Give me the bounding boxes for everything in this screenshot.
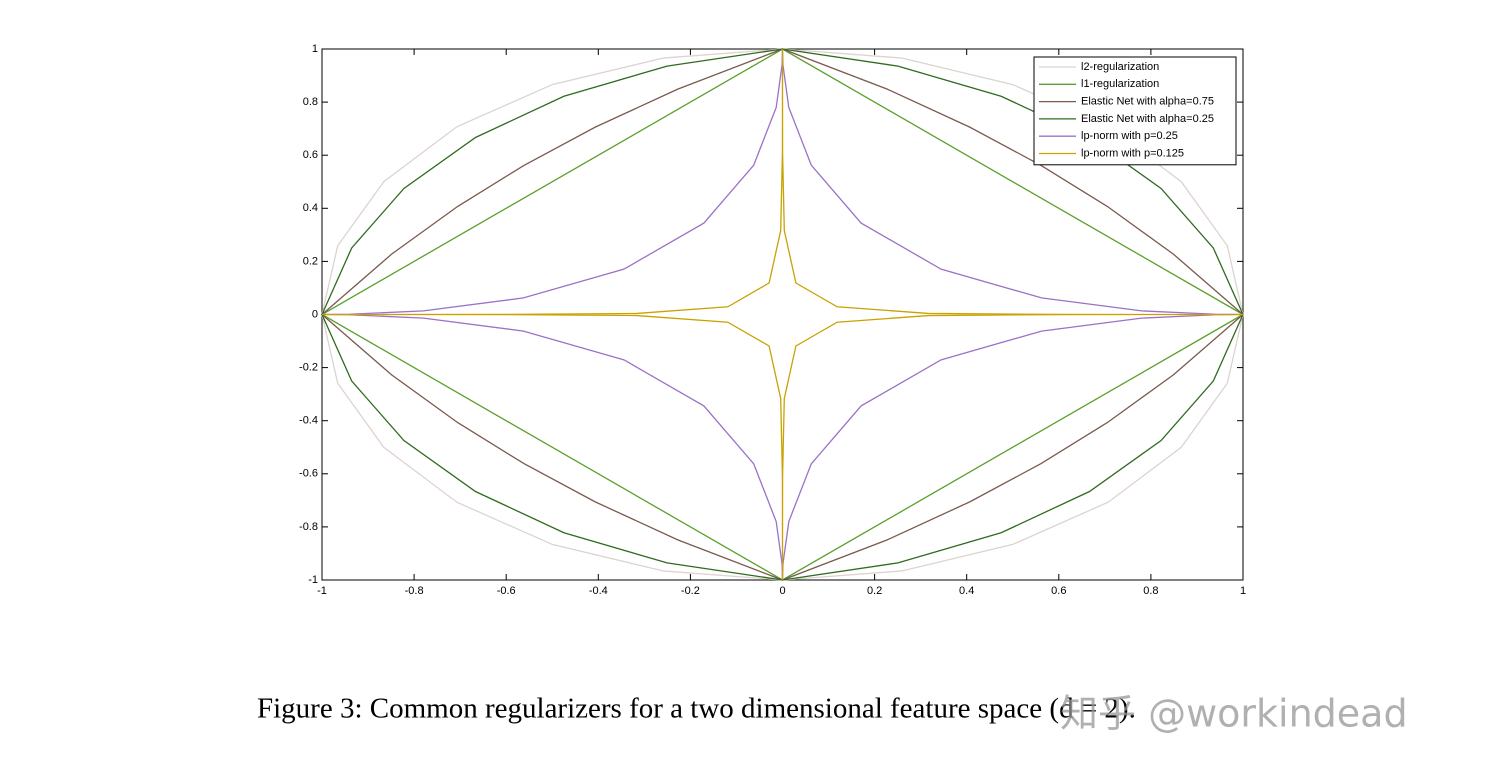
watermark: 知乎 @workindead <box>1060 692 1408 736</box>
x-tick-label: 0.4 <box>959 585 974 597</box>
series-line <box>322 49 1243 580</box>
legend-label: l1-regularization <box>1081 78 1159 90</box>
y-tick-label: -0.2 <box>299 362 318 374</box>
x-tick-label: -0.2 <box>681 585 700 597</box>
y-tick-label: 0.2 <box>303 255 318 267</box>
y-tick-label: 0.6 <box>303 149 318 161</box>
x-tick-label: -1 <box>317 585 327 597</box>
x-tick-label: 0 <box>779 585 785 597</box>
legend: l2-regularization l1-regularization Elasti… <box>1033 56 1237 166</box>
legend-label: Elastic Net with alpha=0.75 <box>1081 96 1214 108</box>
legend-label: lp-norm with p=0.125 <box>1081 147 1184 159</box>
x-tick-label: 0.6 <box>1051 585 1066 597</box>
y-tick-label: 0 <box>312 308 318 320</box>
y-tick-label: -1 <box>308 574 318 586</box>
x-tick-label: 0.2 <box>867 585 882 597</box>
y-tick-label: 0.4 <box>303 202 318 214</box>
y-tick-label: 0.8 <box>303 96 318 108</box>
legend-label: lp-norm with p=0.25 <box>1081 130 1178 142</box>
y-tick-label: -0.6 <box>299 468 318 480</box>
legend-box <box>1033 56 1237 166</box>
x-tick-label: -0.4 <box>589 585 608 597</box>
caption: Figure 3: Common regularizers for a two … <box>257 693 1136 725</box>
x-tick-label: 1 <box>1240 585 1246 597</box>
y-tick-label: -0.8 <box>299 521 318 533</box>
x-tick-label: -0.8 <box>405 585 424 597</box>
y-tick-label: 1 <box>312 43 318 55</box>
legend-label: Elastic Net with alpha=0.25 <box>1081 113 1214 125</box>
y-tick-label: -0.4 <box>299 415 318 427</box>
x-tick-label: -0.6 <box>497 585 516 597</box>
x-tick-label: 0.8 <box>1143 585 1158 597</box>
legend-label: l2-regularization <box>1081 61 1159 73</box>
